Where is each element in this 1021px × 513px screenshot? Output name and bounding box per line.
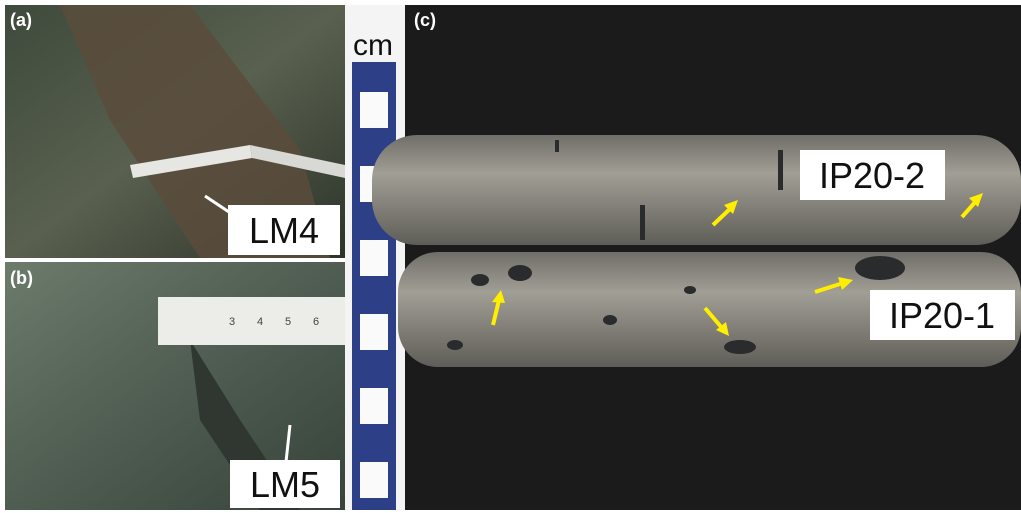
scale-bar: cm [345,5,405,510]
panel-label: (a) [10,10,32,30]
scale-column [352,62,396,510]
scale-square [360,462,388,498]
annotation: IP20-1 [889,295,995,336]
annotation: IP20-2 [819,155,925,196]
ruler-tick: 6 [313,316,319,328]
panel-b: 3 4 5 6 LM5 (b) [5,262,345,510]
panel-c: IP20-2 IP20-1 (c) [372,5,1021,510]
annotation: LM5 [250,464,320,505]
figure: LM4 (a) 3 4 5 6 LM5 (b) cm IP20-2 IP20-1… [0,0,1021,513]
panel-label: (b) [10,268,33,288]
ruler-tick: 5 [285,316,291,328]
scale-unit: cm [353,29,393,62]
ruler-tick: 4 [257,316,263,328]
scale-square [360,388,388,424]
annotation: LM4 [249,210,319,251]
scale-square [360,240,388,276]
panel-a: LM4 (a) [5,5,345,258]
scale-square [360,314,388,350]
panel-label: (c) [414,10,436,30]
ruler-tick: 3 [229,316,235,328]
scale-square [360,92,388,128]
